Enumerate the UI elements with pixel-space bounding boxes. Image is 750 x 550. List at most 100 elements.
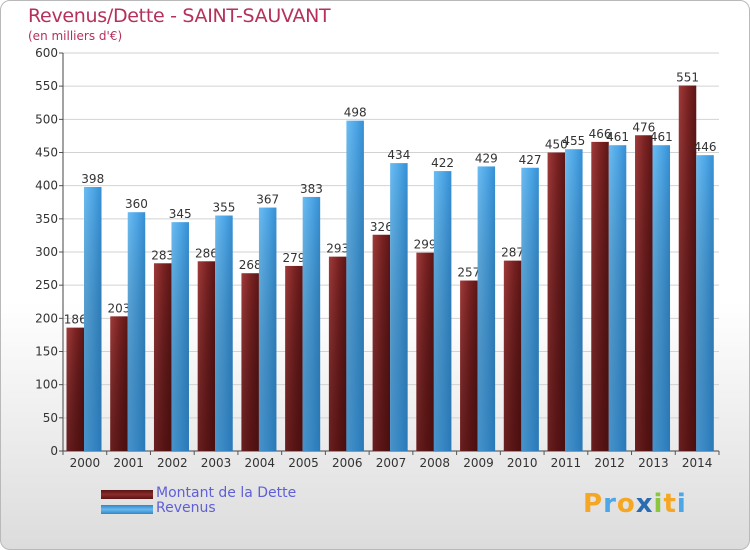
data-label-dette: 551 [676, 71, 699, 85]
x-tick-label: 2006 [332, 456, 363, 470]
bar-revenus-shade [258, 207, 277, 451]
x-tick-label: 2011 [551, 456, 582, 470]
data-label-revenus: 455 [562, 134, 585, 148]
data-label-revenus: 383 [300, 182, 323, 196]
x-tick-label: 2000 [70, 456, 101, 470]
x-tick-label: 2014 [682, 456, 713, 470]
legend-label-revenus: Revenus [156, 500, 216, 516]
bar-dette-shade [197, 261, 216, 451]
bar-dette-shade [591, 141, 609, 452]
logo-letter: x [635, 489, 654, 519]
data-label-revenus: 367 [256, 193, 279, 207]
bar-dette-shade [328, 256, 347, 451]
data-label-revenus: 422 [431, 156, 454, 170]
bar-dette-shade [503, 260, 522, 451]
data-label-dette: 268 [239, 258, 262, 272]
data-label-dette: 293 [326, 242, 349, 256]
data-label-revenus: 461 [650, 130, 673, 144]
data-label-dette: 203 [108, 301, 131, 315]
bar-dette-shade [547, 152, 566, 451]
x-tick-label: 2002 [157, 456, 188, 470]
x-tick-label: 2004 [245, 456, 276, 470]
bar-dette-shade [460, 280, 478, 451]
y-tick-label: 250 [35, 278, 58, 292]
data-label-dette: 466 [589, 127, 612, 141]
y-tick-label: 350 [35, 212, 58, 226]
y-tick-label: 200 [35, 311, 58, 325]
data-label-dette: 450 [545, 138, 568, 152]
logo-letter: r [603, 489, 617, 519]
chart-title: Revenus/Dette - SAINT-SAUVANT [28, 5, 331, 27]
proxiti-logo: Proxiti [583, 489, 687, 519]
data-label-dette: 476 [632, 120, 655, 134]
logo-letter: i [653, 489, 664, 519]
y-tick-label: 550 [35, 79, 58, 93]
x-tick-label: 2008 [419, 456, 450, 470]
bar-revenus-shade [565, 149, 583, 451]
legend-swatch-dette [101, 490, 153, 499]
data-label-revenus: 446 [694, 140, 717, 154]
x-tick-label: 2007 [376, 456, 407, 470]
chart-subtitle: (en milliers d'€) [28, 29, 123, 43]
bar-revenus-shade [127, 212, 146, 451]
bar-revenus-shade [652, 145, 671, 451]
y-tick-label: 450 [35, 146, 58, 160]
data-label-revenus: 398 [81, 172, 104, 186]
logo-letter: o [616, 489, 636, 519]
bar-revenus-shade [477, 166, 496, 451]
bar-revenus-shade [84, 186, 102, 451]
x-tick-label: 2013 [638, 456, 669, 470]
data-label-revenus: 461 [606, 130, 629, 144]
x-tick-label: 2003 [201, 456, 232, 470]
y-tick-label: 0 [50, 444, 58, 458]
logo-letter: i [676, 489, 687, 519]
y-tick-label: 600 [35, 46, 58, 60]
data-label-revenus: 360 [125, 197, 148, 211]
logo-letter: P [583, 489, 604, 519]
bar-dette-shade [678, 85, 697, 452]
bar-revenus-shade [433, 171, 452, 451]
x-tick-label: 2005 [288, 456, 319, 470]
data-label-revenus: 498 [344, 106, 367, 120]
y-tick-label: 150 [35, 345, 58, 359]
x-tick-label: 2010 [507, 456, 538, 470]
y-tick-label: 300 [35, 245, 58, 259]
data-label-dette: 279 [282, 251, 305, 265]
x-tick-label: 2001 [113, 456, 144, 470]
bar-dette-shade [241, 273, 259, 451]
data-label-revenus: 434 [387, 148, 410, 162]
data-label-revenus: 427 [519, 153, 542, 167]
data-label-dette: 326 [370, 220, 393, 234]
data-label-dette: 257 [457, 266, 480, 280]
bar-dette-shade [416, 252, 434, 451]
data-label-dette: 186 [64, 313, 87, 327]
bar-revenus-shade [171, 222, 189, 451]
bar-revenus-shade [215, 215, 233, 451]
bar-dette-shade [372, 234, 391, 451]
logo-letter: t [663, 489, 677, 519]
y-tick-label: 400 [35, 179, 58, 193]
bar-revenus-shade [521, 167, 539, 452]
bar-dette-shade [285, 265, 303, 451]
x-tick-label: 2012 [594, 456, 625, 470]
bar-revenus-shade [608, 145, 627, 451]
bar-dette-shade [110, 316, 128, 451]
data-label-revenus: 355 [212, 201, 235, 215]
bar-dette-shade [153, 263, 172, 451]
data-label-dette: 283 [151, 248, 174, 262]
bar-revenus-shade [390, 163, 408, 451]
bar-revenus-shade [302, 196, 321, 451]
legend-swatch-revenus [101, 505, 153, 514]
data-label-revenus: 345 [169, 207, 192, 221]
y-tick-label: 100 [35, 378, 58, 392]
y-tick-label: 500 [35, 112, 58, 126]
bar-dette-shade [635, 135, 653, 451]
data-label-dette: 287 [501, 246, 524, 260]
data-label-revenus: 429 [475, 151, 498, 165]
bar-dette-shade [66, 327, 84, 451]
legend-label-dette: Montant de la Dette [156, 485, 297, 501]
x-tick-label: 2009 [463, 456, 494, 470]
data-label-dette: 299 [414, 238, 437, 252]
